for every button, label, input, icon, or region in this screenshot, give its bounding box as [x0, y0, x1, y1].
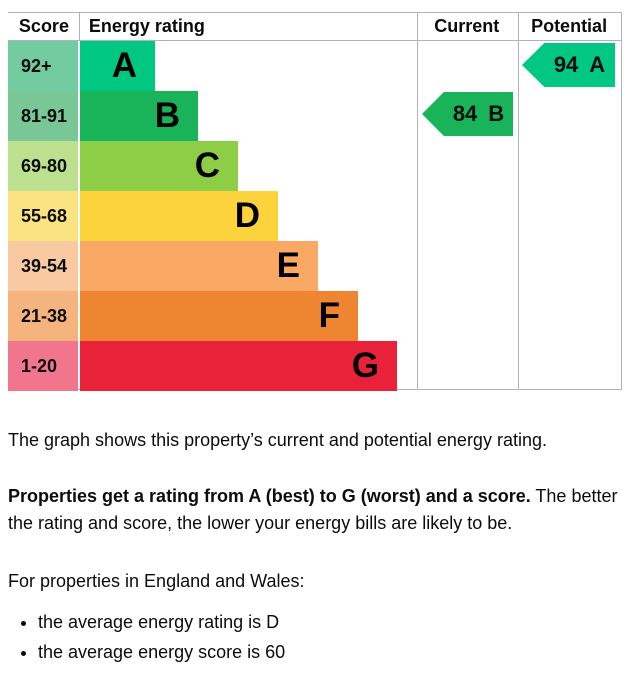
band-row-f: 21-38 F [8, 291, 621, 341]
rating-info: Properties get a rating from A (best) to… [8, 483, 622, 537]
score-range-a: 92+ [8, 41, 78, 91]
potential-rating-arrow: 94 A [522, 43, 615, 87]
average-stats-list: the average energy rating is D the avera… [0, 609, 630, 666]
current-rating-arrow: 84 B [422, 92, 513, 136]
band-bar-g: G [80, 341, 397, 391]
score-range-b: 81-91 [8, 91, 78, 141]
header-current: Current [434, 16, 500, 36]
band-bar-f: F [80, 291, 358, 341]
column-divider-current [417, 13, 418, 389]
chart-header-row: Score Energy rating Current Potential [8, 13, 621, 41]
score-range-c: 69-80 [8, 141, 78, 191]
list-item-average-rating: the average energy rating is D [38, 609, 630, 636]
potential-score: 94 [553, 52, 579, 77]
band-bar-a: A [80, 41, 155, 91]
list-item-average-score: the average energy score is 60 [38, 639, 630, 666]
region-intro: For properties in England and Wales: [8, 571, 305, 591]
current-score: 84 [452, 101, 478, 126]
score-range-f: 21-38 [8, 291, 78, 341]
score-range-e: 39-54 [8, 241, 78, 291]
potential-band-letter: A [589, 52, 606, 77]
band-bar-d: D [80, 191, 278, 241]
score-range-g: 1-20 [8, 341, 78, 391]
header-potential: Potential [531, 16, 608, 36]
band-bar-b: B [80, 91, 198, 141]
rating-info-bold: Properties get a rating from A (best) to… [8, 486, 531, 506]
column-divider-potential [518, 13, 519, 389]
header-energy-rating: Energy rating [88, 16, 205, 36]
band-row-b: 81-91 B [8, 91, 621, 141]
band-bar-e: E [80, 241, 318, 291]
band-row-e: 39-54 E [8, 241, 621, 291]
current-band-letter: B [488, 101, 505, 126]
column-divider-score [79, 13, 80, 40]
graph-caption: The graph shows this property’s current … [8, 430, 547, 450]
band-row-c: 69-80 C [8, 141, 621, 191]
band-row-d: 55-68 D [8, 191, 621, 241]
band-row-a: 92+ A [8, 41, 621, 91]
band-row-g: 1-20 G [8, 341, 621, 391]
epc-rating-chart: Score Energy rating Current Potential 92… [8, 12, 622, 391]
score-range-d: 55-68 [8, 191, 78, 241]
rating-info-rest: The better the rating and score, the low… [8, 486, 618, 533]
band-bar-c: C [80, 141, 238, 191]
header-score: Score [18, 16, 69, 36]
